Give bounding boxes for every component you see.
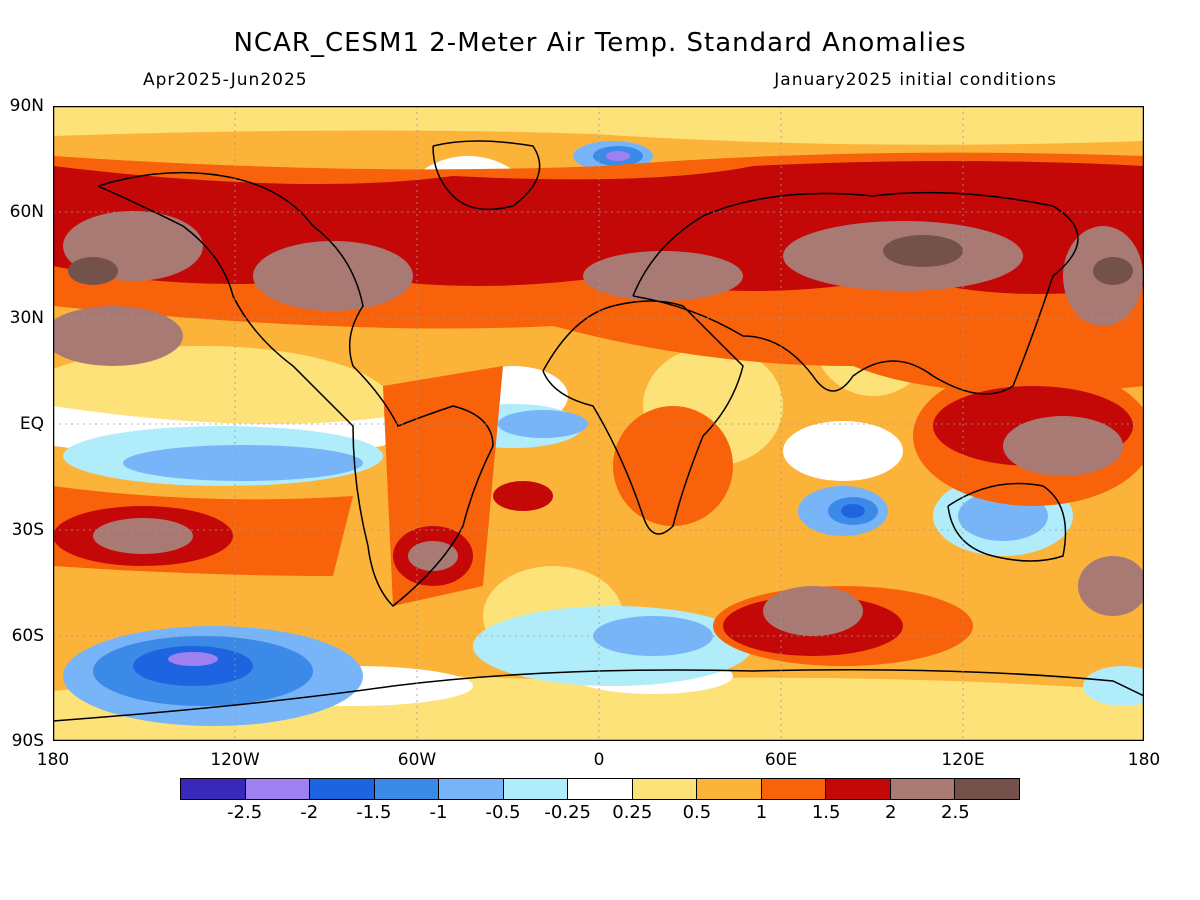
graticule (53, 106, 1144, 741)
legend-tick-label: -0.5 (485, 802, 521, 823)
legend-swatch (245, 779, 311, 799)
legend-tick-label: -0.25 (544, 802, 591, 823)
anomaly-field-extreme-hot (68, 235, 1133, 285)
lon-label-120e: 120E (941, 750, 985, 770)
legend-swatch (826, 779, 891, 799)
lat-label-60s: 60S (11, 626, 44, 646)
coastlines (53, 140, 1144, 722)
legend-swatch (310, 779, 375, 799)
legend-tick-label: 0.5 (682, 802, 712, 823)
legend-tick-label: -2.5 (227, 802, 263, 823)
anomaly-map (53, 106, 1144, 741)
color-legend (180, 778, 1020, 800)
lon-label-180e: 180 (1127, 750, 1161, 770)
lat-label-30n: 30N (9, 308, 44, 328)
legend-tick-label: 2 (885, 802, 897, 823)
anomaly-field-extreme-cold (168, 151, 630, 666)
legend-swatch (890, 779, 956, 799)
legend-swatch (632, 779, 698, 799)
legend-tick-label: -2 (300, 802, 319, 823)
legend-tick-label: 0.25 (612, 802, 653, 823)
initial-conditions: January2025 initial conditions (774, 70, 1057, 90)
legend-swatch (568, 779, 633, 799)
lon-label-120w: 120W (210, 750, 260, 770)
lon-label-60w: 60W (397, 750, 437, 770)
lat-label-90n: 90N (9, 96, 44, 116)
lat-label-30s: 30S (11, 520, 44, 540)
legend-tick-label: 2.5 (941, 802, 970, 823)
legend-swatch (439, 779, 504, 799)
lon-label-0: 0 (593, 750, 605, 770)
map-frame (53, 106, 1144, 741)
legend-swatch (955, 779, 1019, 799)
lon-label-60e: 60E (764, 750, 798, 770)
legend-tick-label: -1 (429, 802, 448, 823)
forecast-period: Apr2025-Jun2025 (143, 70, 308, 90)
legend-tick-label: -1.5 (356, 802, 392, 823)
legend-swatch (697, 779, 762, 799)
lat-label-90s: 90S (11, 731, 44, 751)
legend-swatch (503, 779, 569, 799)
legend-swatch (374, 779, 440, 799)
legend-swatch (761, 779, 827, 799)
lat-label-eq: EQ (19, 414, 44, 434)
lat-label-60n: 60N (9, 202, 44, 222)
map-title: NCAR_CESM1 2-Meter Air Temp. Standard An… (233, 28, 967, 58)
legend-swatch (181, 779, 246, 799)
legend-tick-label: 1.5 (811, 802, 841, 823)
legend-tick-label: 1 (755, 802, 768, 823)
lon-label-180w: 180 (36, 750, 70, 770)
